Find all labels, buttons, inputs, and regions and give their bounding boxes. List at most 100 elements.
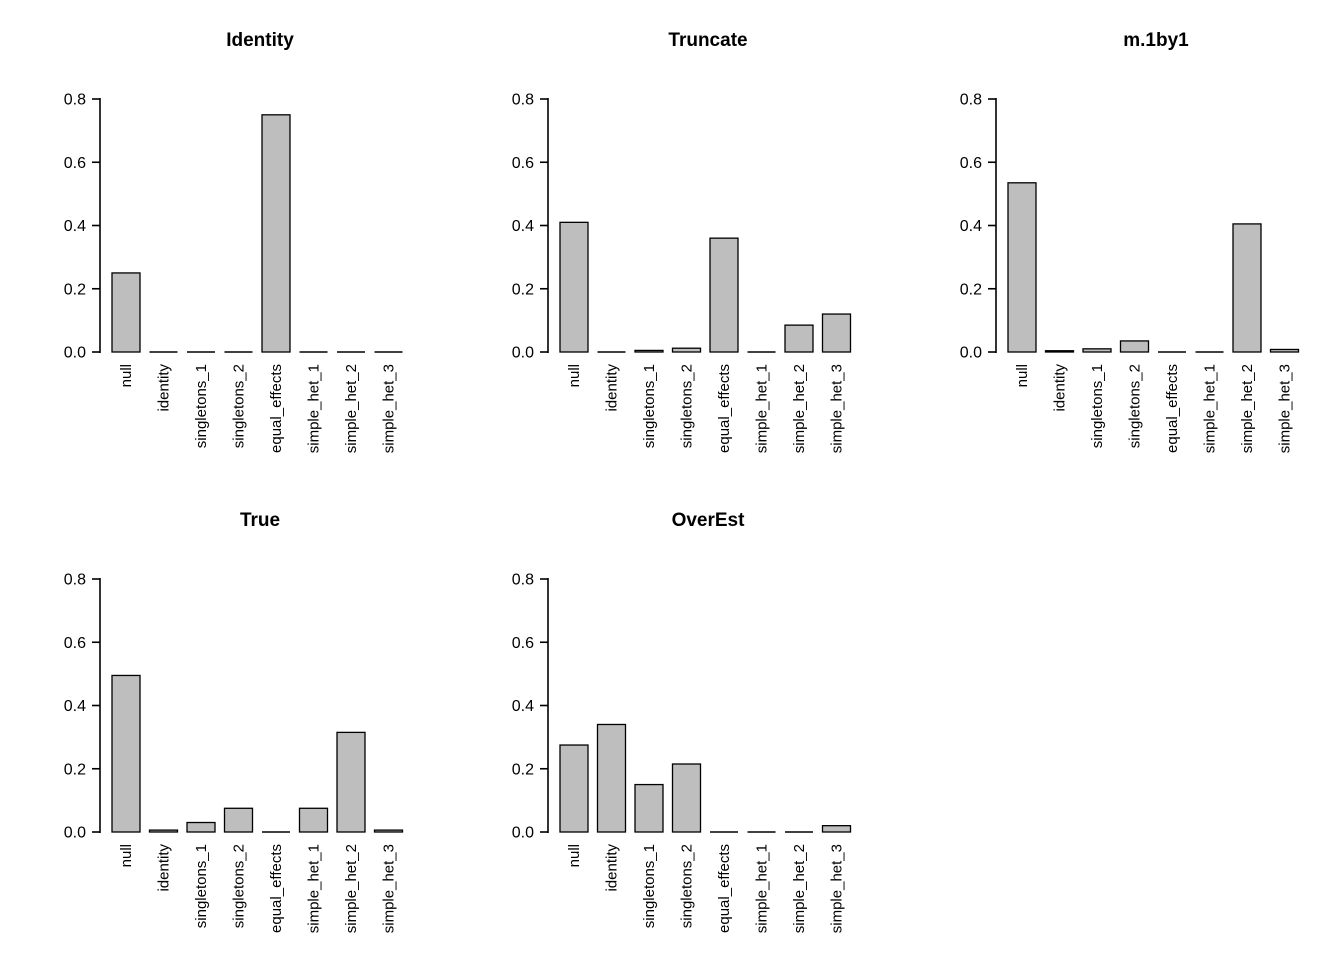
bar-simple_het_2 — [1232, 223, 1262, 353]
bar-identity — [596, 723, 627, 833]
chart-title-overest: OverEst — [671, 510, 745, 531]
x-category-label: null — [1014, 364, 1031, 387]
x-category-label: simple_het_2 — [791, 364, 808, 453]
y-tick-label: 0.6 — [960, 155, 982, 172]
x-category-label: simple_het_3 — [381, 844, 398, 933]
x-category-label: identity — [156, 364, 173, 412]
y-tick-label: 0.6 — [64, 155, 86, 172]
x-category-label: equal_effects — [268, 844, 285, 933]
bar-simple_het_3 — [1269, 348, 1300, 353]
bar-chart-true: 0.0 0.2 0.4 0.6 0.8 null identity singletons_1 s… — [64, 572, 404, 933]
x-category-label: singletons_1 — [193, 844, 210, 928]
bar-simple_het_2 — [784, 324, 814, 353]
bar-null — [559, 744, 589, 833]
bar-null — [111, 674, 141, 833]
bar-chart-identity: 0.0 0.2 0.4 0.6 0.8 null identity singletons_1 s… — [64, 92, 403, 453]
x-category-label: equal_effects — [716, 364, 733, 453]
x-category-label: null — [566, 844, 583, 867]
y-tick-label: 0.2 — [960, 281, 982, 298]
panel-overest: OverEst 0.0 0.2 0.4 0.6 0.8 null identity singl… — [448, 480, 896, 960]
bar-simple_het_2 — [336, 731, 366, 833]
bar-null — [111, 272, 141, 353]
bar-singletons_2 — [671, 347, 702, 353]
y-tick-label: 0.2 — [64, 761, 86, 778]
y-tick-label: 0.2 — [512, 281, 534, 298]
x-category-label: simple_het_2 — [343, 844, 360, 933]
x-category-label: simple_het_1 — [1202, 364, 1219, 453]
bar-chart-overest: 0.0 0.2 0.4 0.6 0.8 null identity singletons_1 s… — [512, 572, 852, 933]
x-category-label: equal_effects — [1164, 364, 1181, 453]
x-category-label: singletons_1 — [641, 844, 658, 928]
y-tick-label: 0.8 — [512, 92, 534, 109]
x-category-label: identity — [156, 844, 173, 892]
bar-identity — [1044, 350, 1075, 353]
bar-chart-truncate: 0.0 0.2 0.4 0.6 0.8 null identity singletons_1 s… — [512, 92, 852, 453]
x-category-label: singletons_1 — [193, 364, 210, 448]
x-category-label: null — [118, 364, 135, 387]
bar-singletons_1 — [634, 349, 664, 353]
x-category-label: simple_het_3 — [829, 844, 846, 933]
panel-true: True 0.0 0.2 0.4 0.6 0.8 null identity singleto… — [0, 480, 448, 960]
bar-equal_effects — [709, 237, 739, 353]
bar-singletons_2 — [1119, 340, 1150, 353]
x-category-label: simple_het_1 — [754, 844, 771, 933]
y-tick-label: 0.6 — [512, 155, 534, 172]
x-category-label: singletons_2 — [679, 844, 696, 928]
bar-singletons_2 — [223, 807, 254, 833]
bar-simple_het_3 — [821, 313, 852, 353]
y-tick-label: 0.0 — [64, 825, 86, 842]
y-tick-label: 0.4 — [64, 218, 86, 235]
y-tick-label: 0.0 — [512, 825, 534, 842]
bar-simple_het_1 — [298, 807, 329, 833]
x-category-label: simple_het_2 — [1239, 364, 1256, 453]
y-tick-label: 0.4 — [512, 698, 534, 715]
x-category-label: singletons_2 — [231, 364, 248, 448]
y-tick-label: 0.4 — [512, 218, 534, 235]
panel-identity: Identity 0.0 0.2 0.4 0.6 0.8 null identity sing… — [0, 0, 448, 480]
chart-title-identity: Identity — [226, 30, 294, 51]
bar-identity — [148, 829, 179, 833]
x-category-label: singletons_1 — [641, 364, 658, 448]
chart-title-truncate: Truncate — [668, 30, 748, 51]
bar-equal_effects — [261, 114, 291, 353]
x-category-label: equal_effects — [716, 844, 733, 933]
x-category-label: simple_het_1 — [306, 364, 323, 453]
x-category-label: identity — [604, 364, 621, 412]
x-category-label: singletons_2 — [231, 844, 248, 928]
y-tick-label: 0.6 — [512, 635, 534, 652]
bar-simple_het_3 — [821, 825, 852, 833]
x-category-label: simple_het_1 — [754, 364, 771, 453]
chart-title-m1by1: m.1by1 — [1123, 30, 1189, 51]
bar-singletons_1 — [1082, 348, 1112, 353]
y-tick-label: 0.4 — [64, 698, 86, 715]
x-category-label: singletons_2 — [1127, 364, 1144, 448]
panel-m1by1: m.1by1 0.0 0.2 0.4 0.6 0.8 null identity single… — [896, 0, 1344, 480]
y-tick-label: 0.0 — [512, 345, 534, 362]
chart-title-true: True — [239, 510, 281, 531]
y-tick-label: 0.2 — [512, 761, 534, 778]
x-category-label: null — [118, 844, 135, 867]
x-category-label: simple_het_1 — [306, 844, 323, 933]
x-category-label: null — [566, 364, 583, 387]
y-tick-label: 0.8 — [960, 92, 982, 109]
bar-simple_het_3 — [373, 829, 404, 833]
x-category-label: singletons_1 — [1089, 364, 1106, 448]
x-category-label: simple_het_3 — [381, 364, 398, 453]
bar-singletons_1 — [186, 821, 216, 833]
x-category-label: simple_het_3 — [829, 364, 846, 453]
empty-cell — [896, 480, 1344, 960]
x-category-label: simple_het_2 — [343, 364, 360, 453]
x-category-label: identity — [604, 844, 621, 892]
y-tick-label: 0.2 — [64, 281, 86, 298]
y-tick-label: 0.6 — [64, 635, 86, 652]
x-category-label: singletons_2 — [679, 364, 696, 448]
x-category-label: simple_het_2 — [791, 844, 808, 933]
bar-null — [1007, 182, 1037, 353]
bar-singletons_1 — [634, 783, 664, 833]
bar-null — [559, 221, 589, 353]
bar-singletons_2 — [671, 763, 702, 833]
x-category-label: simple_het_3 — [1277, 364, 1294, 453]
y-tick-label: 0.0 — [64, 345, 86, 362]
y-tick-label: 0.8 — [512, 572, 534, 589]
